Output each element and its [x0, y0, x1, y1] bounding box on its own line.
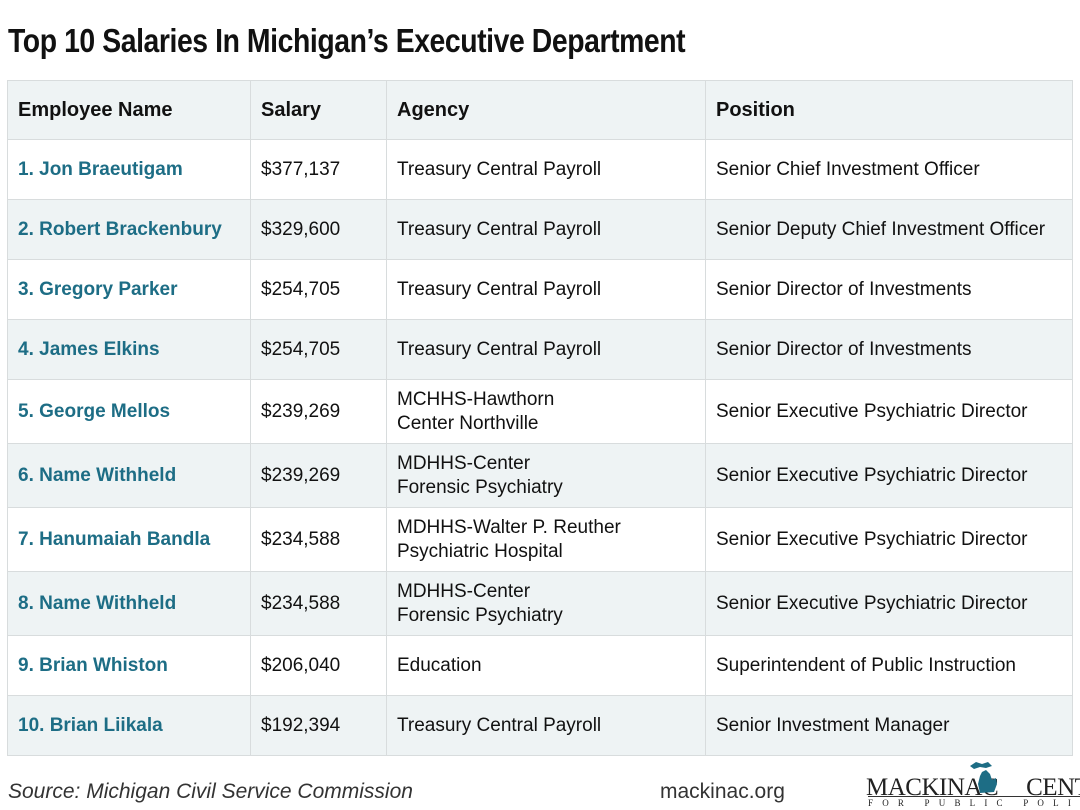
agency-line: Treasury Central Payroll — [397, 338, 602, 360]
salary-cell: $234,588 — [250, 507, 387, 572]
agency-line: Forensic Psychiatry — [397, 604, 563, 626]
salary-cell: $234,588 — [250, 571, 387, 636]
header-row: Employee Name Salary Agency Position — [7, 80, 1073, 140]
agency-line: MCHHS-Hawthorn — [397, 388, 555, 410]
col-header-agency: Agency — [386, 80, 706, 140]
salary-cell: $192,394 — [250, 695, 387, 756]
employee-name-cell: 6. Name Withheld — [7, 443, 251, 508]
michigan-icon — [970, 762, 997, 793]
agency-cell: Treasury Central Payroll — [386, 695, 706, 756]
agency-cell: MDHHS-Center Forensic Psychiatry — [386, 571, 706, 636]
table-row: 3. Gregory Parker $254,705 Treasury Centra… — [7, 259, 1073, 320]
position-cell: Senior Chief Investment Officer — [705, 139, 1073, 200]
position-cell: Senior Executive Psychiatric Director — [705, 443, 1073, 508]
table-row: 10. Brian Liikala $192,394 Treasury Centra… — [7, 695, 1073, 756]
website-url: mackinac.org — [660, 780, 785, 803]
salary-cell: $239,269 — [250, 443, 387, 508]
position-cell: Senior Executive Psychiatric Director — [705, 507, 1073, 572]
position-cell: Senior Investment Manager — [705, 695, 1073, 756]
agency-line: Education — [397, 654, 482, 676]
agency-cell: Treasury Central Payroll — [386, 259, 706, 320]
col-header-position: Position — [705, 80, 1073, 140]
position-cell: Senior Executive Psychiatric Director — [705, 571, 1073, 636]
agency-line: Treasury Central Payroll — [397, 278, 602, 300]
agency-line: MDHHS-Center — [397, 580, 531, 602]
position-cell: Senior Deputy Chief Investment Officer — [705, 199, 1073, 260]
agency-cell: Education — [386, 635, 706, 696]
position-cell: Superintendent of Public Instruction — [705, 635, 1073, 696]
salary-cell: $377,137 — [250, 139, 387, 200]
salary-table: Employee Name Salary Agency Position 1. … — [7, 80, 1073, 756]
salary-cell: $239,269 — [250, 379, 387, 444]
salary-cell: $329,600 — [250, 199, 387, 260]
agency-cell: MDHHS-Center Forensic Psychiatry — [386, 443, 706, 508]
employee-name-cell: 3. Gregory Parker — [7, 259, 251, 320]
mackinac-center-logo: MACKINACCENTER FOR PUBLIC POLICY — [866, 760, 1080, 808]
employee-name-cell: 2. Robert Brackenbury — [7, 199, 251, 260]
employee-name-cell: 7. Hanumaiah Bandla — [7, 507, 251, 572]
table-row: 6. Name Withheld $239,269 MDHHS-Center Fore… — [7, 443, 1073, 508]
table-row: 4. James Elkins $254,705 Treasury Central … — [7, 319, 1073, 380]
table-row: 9. Brian Whiston $206,040 Education Superin… — [7, 635, 1073, 696]
salary-cell: $254,705 — [250, 319, 387, 380]
agency-line: Psychiatric Hospital — [397, 540, 563, 562]
col-header-name: Employee Name — [7, 80, 251, 140]
agency-line: Treasury Central Payroll — [397, 158, 602, 180]
position-cell: Senior Director of Investments — [705, 319, 1073, 380]
employee-name-cell: 5. George Mellos — [7, 379, 251, 444]
table-row: 5. George Mellos $239,269 MCHHS-Hawthorn Ce… — [7, 379, 1073, 444]
agency-cell: MDHHS-Walter P. Reuther Psychiatric Hospi… — [386, 507, 706, 572]
employee-name-cell: 10. Brian Liikala — [7, 695, 251, 756]
employee-name-cell: 9. Brian Whiston — [7, 635, 251, 696]
col-header-salary: Salary — [250, 80, 387, 140]
agency-cell: Treasury Central Payroll — [386, 199, 706, 260]
agency-line: MDHHS-Walter P. Reuther — [397, 516, 621, 538]
salary-cell: $254,705 — [250, 259, 387, 320]
agency-line: Treasury Central Payroll — [397, 714, 602, 736]
table-row: 7. Hanumaiah Bandla $234,588 MDHHS-Walter … — [7, 507, 1073, 572]
agency-cell: Treasury Central Payroll — [386, 139, 706, 200]
agency-line: MDHHS-Center — [397, 452, 531, 474]
table-row: 1. Jon Braeutigam $377,137 Treasury Centra… — [7, 139, 1073, 200]
source-note: Source: Michigan Civil Service Commissio… — [8, 780, 413, 803]
agency-cell: Treasury Central Payroll — [386, 319, 706, 380]
agency-line: Center Northville — [397, 412, 539, 434]
position-cell: Senior Executive Psychiatric Director — [705, 379, 1073, 444]
salary-cell: $206,040 — [250, 635, 387, 696]
position-cell: Senior Director of Investments — [705, 259, 1073, 320]
agency-line: Forensic Psychiatry — [397, 476, 563, 498]
employee-name-cell: 1. Jon Braeutigam — [7, 139, 251, 200]
table-row: 8. Name Withheld $234,588 MDHHS-Center Fore… — [7, 571, 1073, 636]
employee-name-cell: 4. James Elkins — [7, 319, 251, 380]
page-title: Top 10 Salaries In Michigan’s Executive … — [8, 22, 686, 59]
table-row: 2. Robert Brackenbury $329,600 Treasury Ce… — [7, 199, 1073, 260]
agency-line: Treasury Central Payroll — [397, 218, 602, 240]
employee-name-cell: 8. Name Withheld — [7, 571, 251, 636]
agency-cell: MCHHS-Hawthorn Center Northville — [386, 379, 706, 444]
